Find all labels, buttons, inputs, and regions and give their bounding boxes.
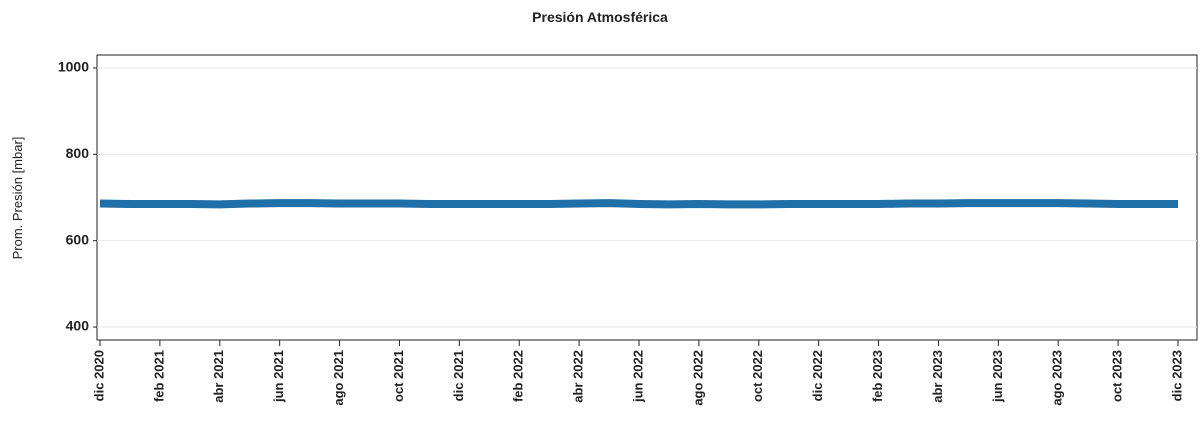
x-tick-label: jun 2023 xyxy=(990,350,1005,403)
x-tick-label: dic 2020 xyxy=(91,350,106,401)
x-tick-label: ago 2022 xyxy=(690,350,705,406)
x-tick-label: dic 2022 xyxy=(810,350,825,401)
x-tick-label: feb 2021 xyxy=(151,350,166,402)
x-tick-label: jun 2022 xyxy=(630,350,645,403)
x-tick-label: oct 2023 xyxy=(1110,350,1125,402)
y-tick-label: 600 xyxy=(66,231,90,247)
chart-title: Presión Atmosférica xyxy=(532,9,668,25)
x-tick-label: ago 2023 xyxy=(1050,350,1065,406)
y-axis-label: Prom. Presión [mbar] xyxy=(10,137,25,260)
x-tick-label: abr 2022 xyxy=(571,350,586,403)
x-tick-label: ago 2021 xyxy=(331,350,346,406)
plot-frame xyxy=(96,54,1198,341)
x-tick-label: abr 2021 xyxy=(211,350,226,403)
x-tick-label: abr 2023 xyxy=(930,350,945,403)
y-tick-label: 1000 xyxy=(58,59,89,75)
x-tick-label: dic 2021 xyxy=(451,350,466,401)
x-tick-label: feb 2022 xyxy=(511,350,526,402)
data-line xyxy=(99,199,1178,209)
x-tick-label: oct 2021 xyxy=(391,350,406,402)
y-tick-label: 800 xyxy=(66,145,90,161)
y-tick-label: 400 xyxy=(66,318,90,334)
x-tick-label: feb 2023 xyxy=(870,350,885,402)
x-tick-label: jun 2021 xyxy=(271,350,286,403)
x-tick-label: dic 2023 xyxy=(1169,350,1184,401)
x-tick-label: oct 2022 xyxy=(750,350,765,402)
